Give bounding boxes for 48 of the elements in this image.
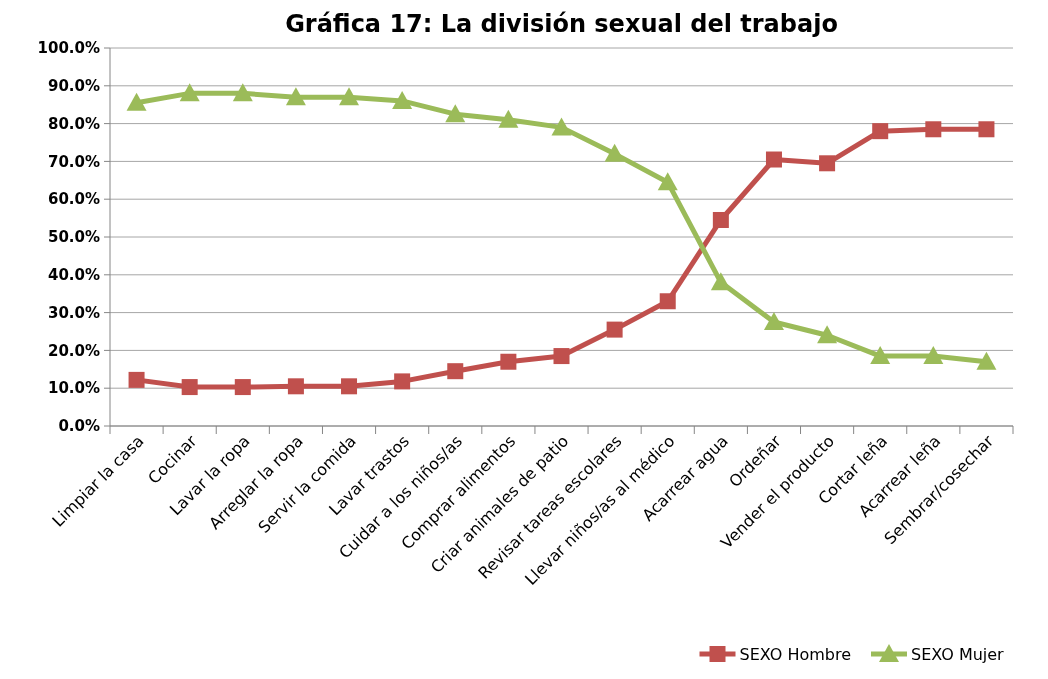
point (712, 211, 729, 228)
point (339, 87, 360, 106)
y-tick-label: 80.0% (47, 114, 100, 133)
y-tick-label: 90.0% (47, 77, 100, 96)
y-tick-label: 60.0% (47, 190, 100, 209)
y-tick-label: 40.0% (47, 266, 100, 285)
point (126, 92, 147, 111)
y-tick-label: 70.0% (47, 152, 100, 171)
point (285, 87, 306, 106)
point (817, 325, 838, 344)
point (179, 83, 200, 102)
point (606, 321, 623, 338)
point (923, 346, 944, 365)
point (659, 293, 676, 310)
point (392, 90, 413, 109)
point (657, 172, 678, 191)
point (976, 351, 997, 370)
point (234, 379, 251, 396)
point (819, 155, 836, 172)
point (978, 121, 995, 138)
point (445, 104, 466, 123)
chart-title: Gráfica 17: La división sexual del trabajo (285, 10, 838, 38)
y-tick-label: 100.0% (37, 39, 100, 58)
point (553, 348, 570, 365)
point (551, 117, 572, 136)
point (604, 143, 625, 162)
point (710, 272, 731, 291)
point (232, 83, 253, 102)
legend-label: SEXO Mujer (911, 644, 1005, 664)
point (128, 371, 145, 388)
y-tick-label: 50.0% (47, 228, 100, 247)
point (447, 363, 464, 380)
point (500, 353, 517, 370)
y-tick-label: 10.0% (47, 379, 100, 398)
point (498, 109, 519, 128)
point (925, 121, 942, 138)
point (765, 151, 782, 168)
y-tick-label: 0.0% (58, 417, 100, 436)
point (341, 378, 358, 395)
point (872, 123, 889, 140)
point (870, 346, 891, 365)
point (394, 373, 411, 390)
point (287, 378, 304, 395)
point (763, 312, 784, 331)
legend-label: SEXO Hombre (739, 644, 852, 664)
y-tick-label: 30.0% (47, 303, 100, 322)
y-tick-label: 20.0% (47, 341, 100, 360)
point (181, 379, 198, 396)
